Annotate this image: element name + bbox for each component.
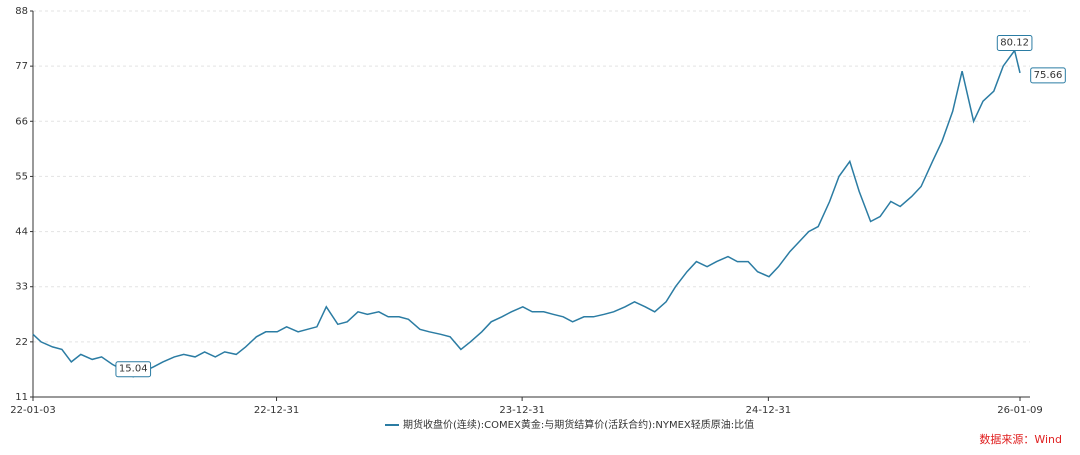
value-label: 75.66 bbox=[1034, 70, 1063, 81]
y-tick-label: 22 bbox=[15, 337, 28, 348]
value-label-box bbox=[1030, 67, 1066, 84]
value-label: 80.12 bbox=[1000, 38, 1029, 49]
source: 数据来源：Wind bbox=[979, 432, 1062, 446]
y-tick-label: 11 bbox=[15, 392, 28, 403]
y-tick-label: 33 bbox=[15, 282, 28, 293]
y-tick-label: 55 bbox=[15, 171, 28, 182]
value-label: 15.04 bbox=[119, 364, 148, 375]
value-label-box bbox=[996, 35, 1033, 52]
y-tick-label: 66 bbox=[15, 116, 28, 127]
value-label-box bbox=[115, 361, 152, 378]
x-tick-label: 26-01-09 bbox=[997, 405, 1042, 416]
x-tick-label: 22-12-31 bbox=[254, 405, 299, 416]
x-tick-label: 23-12-31 bbox=[499, 405, 544, 416]
data-line bbox=[32, 48, 1021, 378]
y-tick-label: 44 bbox=[15, 227, 28, 238]
y-tick-label: 77 bbox=[15, 61, 28, 72]
x-tick-label: 22-01-03 bbox=[10, 405, 55, 416]
y-tick-label: 88 bbox=[15, 6, 28, 17]
x-tick-label: 24-12-31 bbox=[746, 405, 791, 416]
legend-label: 期货收盘价(连续):COMEX黄金:与期货结算价(活跃合约):NYMEX轻质原油… bbox=[403, 418, 754, 431]
